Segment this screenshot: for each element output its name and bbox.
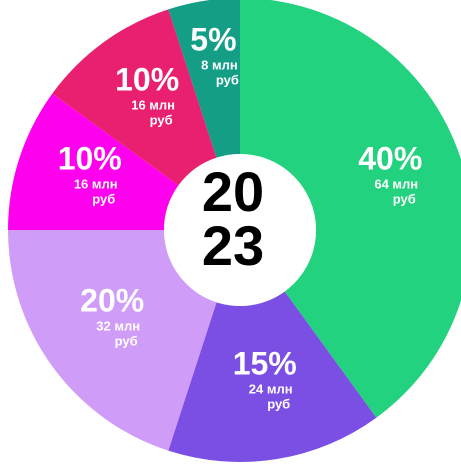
donut-hole [164, 154, 316, 306]
center-label: 23 [202, 214, 264, 277]
segment-percent: 15% [233, 346, 297, 382]
segment-percent: 20% [80, 282, 144, 318]
donut-segment [8, 230, 217, 451]
segment-unit: руб [92, 192, 115, 207]
segment-amount: 32 млн [96, 318, 140, 333]
segment-unit: руб [150, 113, 173, 128]
center-label: 20 [202, 160, 264, 223]
segment-unit: руб [267, 396, 290, 411]
segment-amount: 8 млн [201, 58, 238, 73]
segment-amount: 16 млн [74, 177, 118, 192]
donut-segment [240, 0, 461, 418]
segment-amount: 64 млн [374, 177, 418, 192]
segment-unit: руб [393, 192, 416, 207]
donut-segment [168, 0, 240, 158]
donut-segment [8, 93, 179, 230]
donut-segment [168, 291, 377, 462]
segment-percent: 40% [358, 141, 422, 177]
segment-percent: 5% [190, 22, 236, 58]
segment-amount: 24 млн [249, 381, 293, 396]
segment-unit: руб [216, 73, 239, 88]
segment-amount: 16 млн [131, 98, 175, 113]
segment-unit: руб [115, 333, 138, 348]
donut-segment [52, 9, 217, 186]
segment-percent: 10% [58, 141, 122, 177]
segment-percent: 10% [115, 62, 179, 98]
